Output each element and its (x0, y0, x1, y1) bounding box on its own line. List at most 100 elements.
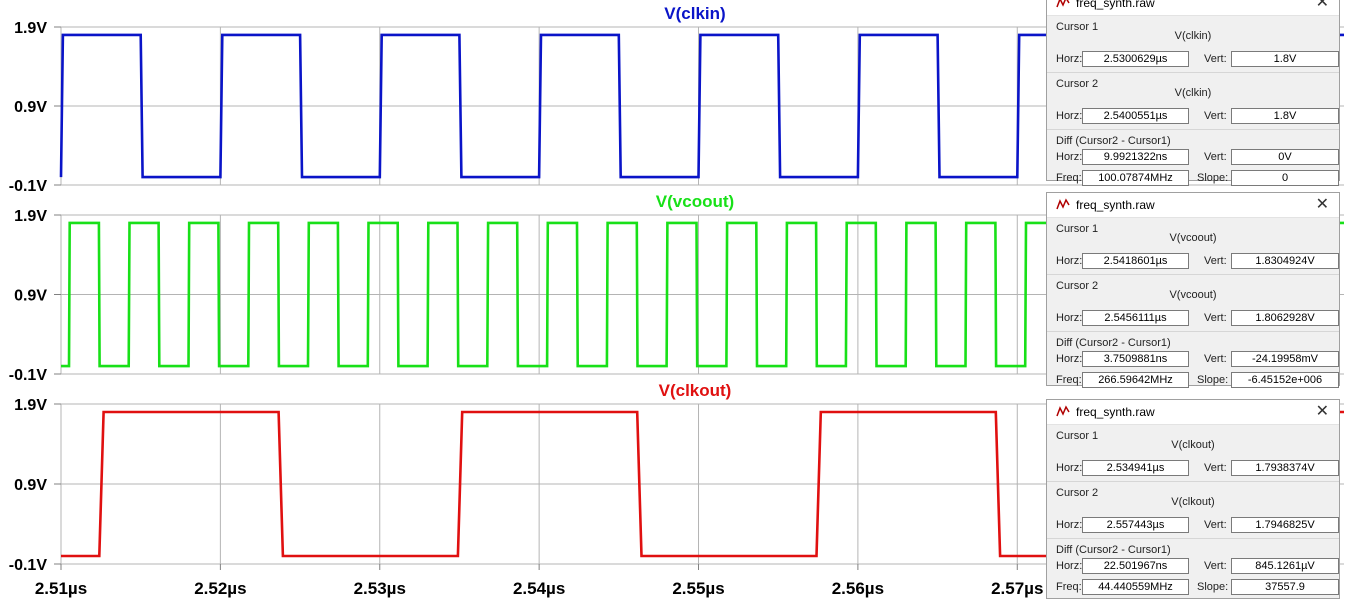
cursor1-section: Cursor 1 V(clkin) Horz: 2.5300629µs Vert… (1047, 16, 1339, 73)
cursor2-section: Cursor 2 V(vcoout) Horz: 2.5456111µs Ver… (1047, 275, 1339, 332)
cursor2-horz-field[interactable]: 2.557443µs (1082, 517, 1189, 533)
cursor1-trace: V(vcoout) (1169, 232, 1217, 244)
cursor2-label: Cursor 2 (1056, 78, 1099, 90)
horz-label: Horz: (1056, 462, 1083, 474)
x-tick-label: 2.54µs (513, 579, 565, 598)
cursor2-horz-field[interactable]: 2.5400551µs (1082, 108, 1189, 124)
cursor-window-title: freq_synth.raw (1076, 0, 1155, 10)
diff-horz-field[interactable]: 22.501967ns (1082, 558, 1189, 574)
close-icon[interactable]: ✕ (1315, 196, 1329, 213)
vert-label: Vert: (1204, 110, 1227, 122)
cursor2-vert-field[interactable]: 1.8062928V (1231, 310, 1339, 326)
diff-label: Diff (Cursor2 - Cursor1) (1056, 135, 1171, 147)
diff-slope-field[interactable]: -6.45152e+006 (1231, 372, 1339, 388)
y-tick-label: 1.9V (14, 397, 47, 414)
cursor2-section: Cursor 2 V(clkout) Horz: 2.557443µs Vert… (1047, 482, 1339, 539)
cursor1-trace: V(clkout) (1171, 439, 1215, 451)
diff-vert-field[interactable]: 0V (1231, 149, 1339, 165)
x-tick-label: 2.57µs (991, 579, 1043, 598)
diff-slope-field[interactable]: 0 (1231, 170, 1339, 186)
cursor2-label: Cursor 2 (1056, 280, 1099, 292)
diff-label: Diff (Cursor2 - Cursor1) (1056, 544, 1171, 556)
horz-label: Horz: (1056, 353, 1083, 365)
cursor1-horz-field[interactable]: 2.5418601µs (1082, 253, 1189, 269)
x-tick-label: 2.55µs (672, 579, 724, 598)
pane-title: V(clkout) (659, 381, 732, 400)
cursor2-label: Cursor 2 (1056, 487, 1099, 499)
freq-label: Freq: (1056, 172, 1082, 184)
diff-horz-field[interactable]: 9.9921322ns (1082, 149, 1189, 165)
cursor-window-clkout[interactable]: freq_synth.raw ✕ Cursor 1 V(clkout) Horz… (1046, 399, 1340, 599)
y-tick-label: -0.1V (9, 367, 48, 384)
freq-label: Freq: (1056, 374, 1082, 386)
y-tick-label: 1.9V (14, 20, 47, 37)
vert-label: Vert: (1204, 519, 1227, 531)
slope-label: Slope: (1197, 374, 1229, 386)
pane-title: V(vcoout) (656, 192, 734, 211)
close-icon[interactable]: ✕ (1315, 0, 1329, 11)
vert-label: Vert: (1204, 462, 1227, 474)
cursor-window-titlebar[interactable]: freq_synth.raw ✕ (1047, 0, 1339, 16)
cursor1-horz-field[interactable]: 2.5300629µs (1082, 51, 1189, 67)
y-tick-label: -0.1V (9, 178, 48, 195)
cursor2-section: Cursor 2 V(clkin) Horz: 2.5400551µs Vert… (1047, 73, 1339, 130)
y-tick-label: 0.9V (14, 99, 47, 116)
cursor-window-vcoout[interactable]: freq_synth.raw ✕ Cursor 1 V(vcoout) Horz… (1046, 192, 1340, 388)
cursor2-trace: V(clkin) (1174, 87, 1212, 99)
horz-label: Horz: (1056, 560, 1083, 572)
diff-horz-field[interactable]: 3.7509881ns (1082, 351, 1189, 367)
diff-slope-field[interactable]: 37557.9 (1231, 579, 1339, 595)
cursor-window-title: freq_synth.raw (1076, 198, 1155, 212)
diff-freq-field[interactable]: 44.440559MHz (1082, 579, 1189, 595)
pane-title: V(clkin) (664, 4, 725, 23)
vert-label: Vert: (1204, 560, 1227, 572)
cursor1-horz-field[interactable]: 2.534941µs (1082, 460, 1189, 476)
y-tick-label: 1.9V (14, 208, 47, 225)
horz-label: Horz: (1056, 519, 1083, 531)
vert-label: Vert: (1204, 312, 1227, 324)
vert-label: Vert: (1204, 151, 1227, 163)
horz-label: Horz: (1056, 312, 1083, 324)
waveform-icon (1056, 198, 1070, 210)
cursor1-section: Cursor 1 V(vcoout) Horz: 2.5418601µs Ver… (1047, 218, 1339, 275)
diff-section: Diff (Cursor2 - Cursor1) Horz: 3.7509881… (1047, 332, 1339, 390)
diff-freq-field[interactable]: 266.59642MHz (1082, 372, 1189, 388)
x-tick-label: 2.51µs (35, 579, 87, 598)
cursor-window-titlebar[interactable]: freq_synth.raw ✕ (1047, 400, 1339, 425)
diff-freq-field[interactable]: 100.07874MHz (1082, 170, 1189, 186)
cursor-window-titlebar[interactable]: freq_synth.raw ✕ (1047, 193, 1339, 218)
horz-label: Horz: (1056, 53, 1083, 65)
y-tick-label: 0.9V (14, 477, 47, 494)
cursor1-label: Cursor 1 (1056, 430, 1099, 442)
cursor-window-title: freq_synth.raw (1076, 405, 1155, 419)
x-tick-label: 2.53µs (354, 579, 406, 598)
close-icon[interactable]: ✕ (1315, 403, 1329, 420)
cursor1-vert-field[interactable]: 1.7938374V (1231, 460, 1339, 476)
x-tick-label: 2.52µs (194, 579, 246, 598)
y-tick-label: -0.1V (9, 557, 48, 574)
waveform-icon (1056, 0, 1070, 8)
cursor2-horz-field[interactable]: 2.5456111µs (1082, 310, 1189, 326)
cursor1-section: Cursor 1 V(clkout) Horz: 2.534941µs Vert… (1047, 425, 1339, 482)
diff-vert-field[interactable]: 845.1261µV (1231, 558, 1339, 574)
diff-section: Diff (Cursor2 - Cursor1) Horz: 9.9921322… (1047, 130, 1339, 188)
cursor1-label: Cursor 1 (1056, 21, 1099, 33)
y-tick-label: 0.9V (14, 288, 47, 305)
diff-label: Diff (Cursor2 - Cursor1) (1056, 337, 1171, 349)
freq-label: Freq: (1056, 581, 1082, 593)
horz-label: Horz: (1056, 110, 1083, 122)
cursor2-vert-field[interactable]: 1.7946825V (1231, 517, 1339, 533)
cursor2-trace: V(vcoout) (1169, 289, 1217, 301)
cursor2-vert-field[interactable]: 1.8V (1231, 108, 1339, 124)
cursor1-vert-field[interactable]: 1.8V (1231, 51, 1339, 67)
vert-label: Vert: (1204, 353, 1227, 365)
vert-label: Vert: (1204, 53, 1227, 65)
cursor1-vert-field[interactable]: 1.8304924V (1231, 253, 1339, 269)
cursor1-trace: V(clkin) (1174, 30, 1212, 42)
horz-label: Horz: (1056, 151, 1083, 163)
cursor-window-clkin[interactable]: freq_synth.raw ✕ Cursor 1 V(clkin) Horz:… (1046, 0, 1340, 186)
horz-label: Horz: (1056, 255, 1083, 267)
slope-label: Slope: (1197, 172, 1229, 184)
diff-vert-field[interactable]: -24.19958mV (1231, 351, 1339, 367)
x-tick-label: 2.56µs (832, 579, 884, 598)
